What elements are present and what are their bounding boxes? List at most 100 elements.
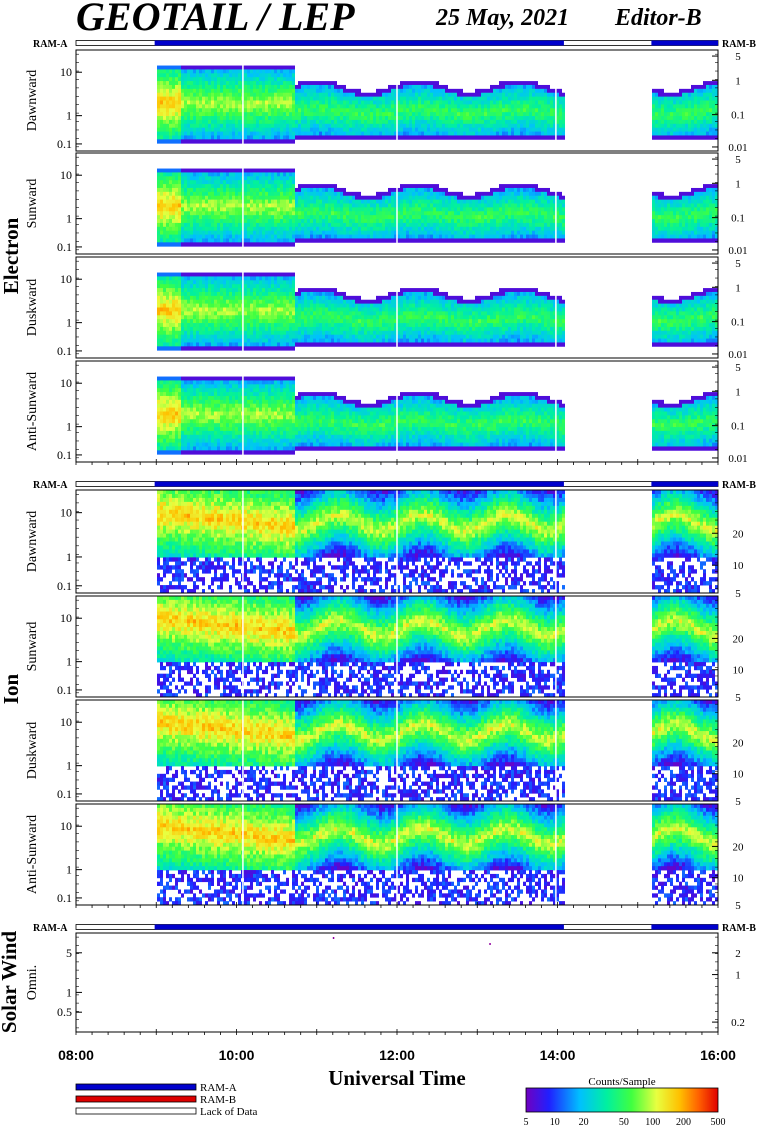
heatmap-cell <box>427 132 430 136</box>
heatmap-cell <box>382 120 385 124</box>
heatmap-cell <box>415 184 418 188</box>
heatmap-cell <box>424 116 427 120</box>
heatmap-cell <box>688 207 691 211</box>
heatmap-cell <box>658 231 661 235</box>
ram-bar-coverage <box>651 41 718 46</box>
heatmap-cell <box>403 128 406 132</box>
heatmap-cell <box>343 116 346 120</box>
heatmap-cell <box>163 207 166 211</box>
heatmap-cell <box>514 227 517 231</box>
heatmap-cell <box>655 211 658 215</box>
heatmap-cell <box>412 116 415 120</box>
heatmap-cell <box>658 207 661 211</box>
heatmap-cell <box>535 120 538 124</box>
heatmap-cell <box>676 204 679 208</box>
heatmap-cell <box>163 176 166 180</box>
heatmap-cell <box>367 196 370 200</box>
heatmap-cell <box>475 101 478 105</box>
heatmap-cell <box>487 215 490 219</box>
heatmap-cell <box>226 128 229 132</box>
heatmap-cell <box>418 124 421 128</box>
heatmap-cell <box>703 227 706 231</box>
heatmap-cell <box>247 69 250 73</box>
heatmap-cell <box>679 192 682 196</box>
right-tick-label: 0.01 <box>728 142 747 154</box>
heatmap-cell <box>172 85 175 89</box>
heatmap-cell <box>697 223 700 227</box>
heatmap-cell <box>484 235 487 239</box>
heatmap-cell <box>361 116 364 120</box>
heatmap-cell <box>343 192 346 196</box>
heatmap-cell <box>346 128 349 132</box>
heatmap-cell <box>691 97 694 101</box>
heatmap-cell <box>214 227 217 231</box>
heatmap-cell <box>253 73 256 77</box>
heatmap-cell <box>505 238 508 242</box>
heatmap-cell <box>382 223 385 227</box>
heatmap-cell <box>415 223 418 227</box>
heatmap-cell <box>499 184 502 188</box>
heatmap-cell <box>217 104 220 108</box>
heatmap-cell <box>370 215 373 219</box>
heatmap-cell <box>250 104 253 108</box>
heatmap-cell <box>550 211 553 215</box>
heatmap-cell <box>661 207 664 211</box>
heatmap-cell <box>415 120 418 124</box>
heatmap-cell <box>178 128 181 132</box>
heatmap-cell <box>217 116 220 120</box>
heatmap-cell <box>301 93 304 97</box>
heatmap-cell <box>157 77 160 81</box>
heatmap-cell <box>283 172 286 176</box>
heatmap-cell <box>373 135 376 139</box>
heatmap-cell <box>265 66 268 70</box>
heatmap-cell <box>190 227 193 231</box>
heatmap-cell <box>673 235 676 239</box>
heatmap-cell <box>322 132 325 136</box>
heatmap-cell <box>430 188 433 192</box>
heatmap-cell <box>235 231 238 235</box>
heatmap-cell <box>322 188 325 192</box>
heatmap-cell <box>352 231 355 235</box>
heatmap-cell <box>271 116 274 120</box>
heatmap-cell <box>229 124 232 128</box>
heatmap-cell <box>544 116 547 120</box>
heatmap-cell <box>535 89 538 93</box>
heatmap-cell <box>229 139 232 143</box>
heatmap-cell <box>496 215 499 219</box>
heatmap-cell <box>301 192 304 196</box>
heatmap-cell <box>697 231 700 235</box>
heatmap-cell <box>526 188 529 192</box>
heatmap-cell <box>271 176 274 180</box>
heatmap-cell <box>220 85 223 89</box>
heatmap-cell <box>295 215 298 219</box>
heatmap-cell <box>526 231 529 235</box>
heatmap-cell <box>520 97 523 101</box>
heatmap-cell <box>685 104 688 108</box>
heatmap-cell <box>280 81 283 85</box>
heatmap-cell <box>682 215 685 219</box>
heatmap-cell <box>247 192 250 196</box>
heatmap-cell <box>466 238 469 242</box>
heatmap-cell <box>427 235 430 239</box>
heatmap-cell <box>196 223 199 227</box>
heatmap-cell <box>370 204 373 208</box>
heatmap-cell <box>274 169 277 173</box>
heatmap-cell <box>256 188 259 192</box>
heatmap-cell <box>472 219 475 223</box>
heatmap-cell <box>406 81 409 85</box>
heatmap-cell <box>541 211 544 215</box>
heatmap-cell <box>676 227 679 231</box>
heatmap-cell <box>406 104 409 108</box>
heatmap-cell <box>709 188 712 192</box>
heatmap-cell <box>322 211 325 215</box>
heatmap-cell <box>706 231 709 235</box>
heatmap-cell <box>262 188 265 192</box>
heatmap-cell <box>370 200 373 204</box>
heatmap-cell <box>253 169 256 173</box>
heatmap-cell <box>547 112 550 116</box>
heatmap-cell <box>658 116 661 120</box>
heatmap-cell <box>331 120 334 124</box>
heatmap-cell <box>223 97 226 101</box>
heatmap-cell <box>346 93 349 97</box>
heatmap-cell <box>505 120 508 124</box>
